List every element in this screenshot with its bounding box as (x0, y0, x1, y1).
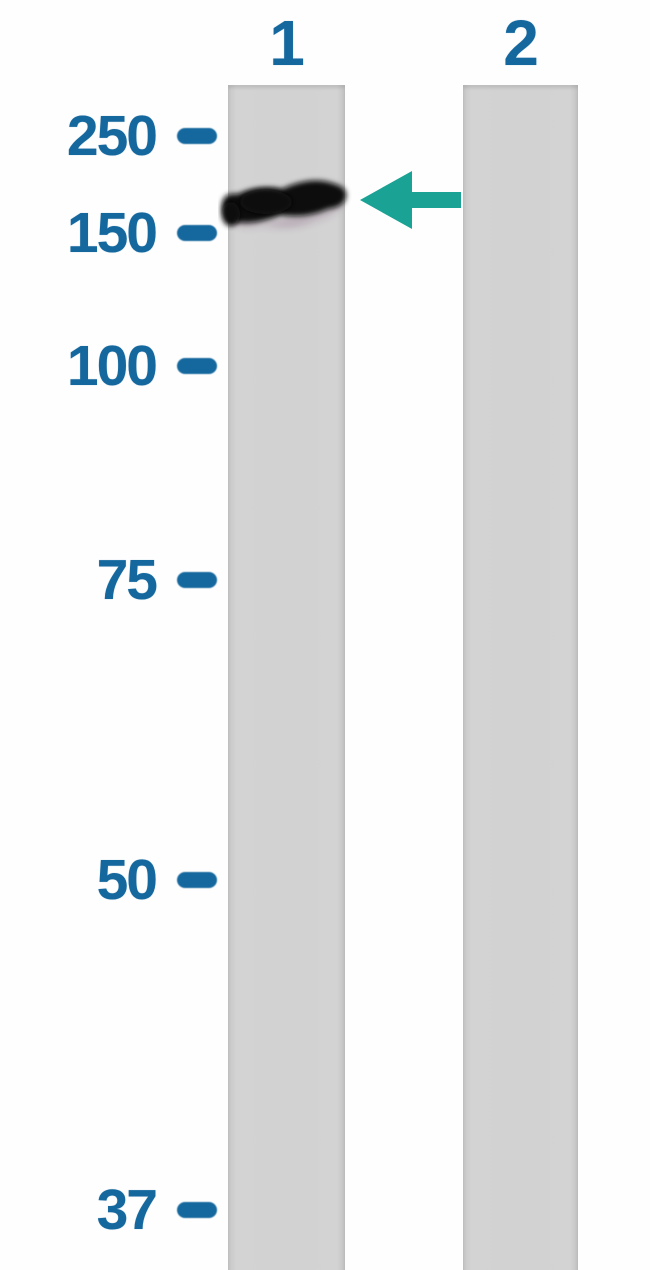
lane-2-label: 2 (503, 7, 539, 79)
lane-1-strip (228, 85, 345, 1270)
marker-dash-100 (177, 358, 217, 374)
marker-dash-37 (177, 1202, 217, 1218)
band-fringe (226, 198, 342, 226)
marker-label-75: 75 (96, 547, 158, 612)
lane-2-strip (463, 85, 578, 1270)
arrow-left-shape (360, 171, 461, 229)
marker-row-150: 150 (0, 201, 217, 265)
marker-dash-150 (177, 225, 217, 241)
marker-label-100: 100 (66, 333, 158, 398)
marker-label-37: 37 (96, 1177, 158, 1242)
marker-dash-50 (177, 872, 217, 888)
marker-row-50: 50 (0, 848, 217, 912)
marker-label-150: 150 (66, 200, 158, 265)
marker-label-50: 50 (96, 847, 158, 912)
marker-dash-75 (177, 572, 217, 588)
marker-label-250: 250 (66, 103, 158, 168)
lane-1-label: 1 (269, 7, 305, 79)
marker-row-37: 37 (0, 1178, 217, 1242)
marker-dash-250 (177, 128, 217, 144)
band-dense-region (240, 190, 292, 214)
band-left-tail (222, 202, 240, 226)
marker-row-250: 250 (0, 104, 217, 168)
marker-row-75: 75 (0, 548, 217, 612)
arrow-left-icon (360, 171, 461, 229)
marker-row-100: 100 (0, 334, 217, 398)
protein-band-lane-1 (221, 180, 347, 226)
